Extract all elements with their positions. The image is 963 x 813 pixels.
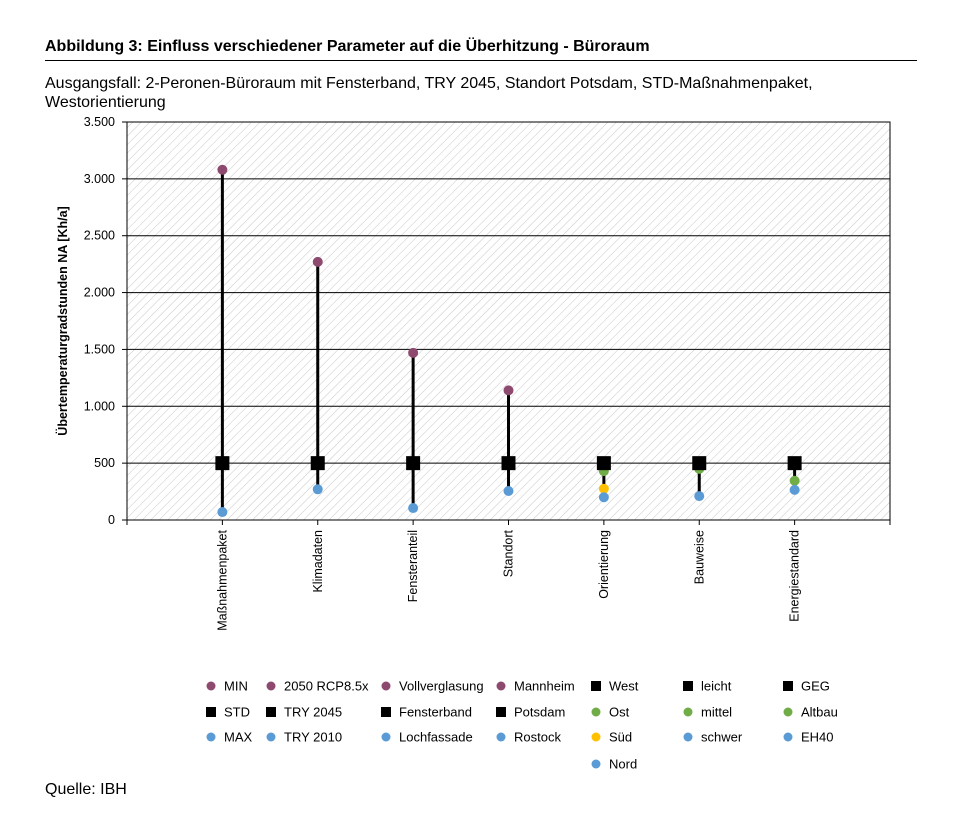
legend-label: MAX	[224, 730, 253, 745]
data-point-circle	[312, 256, 323, 267]
category-label: Klimadaten	[311, 530, 325, 593]
legend-label: Lochfassade	[399, 730, 473, 745]
legend-marker-square	[783, 681, 793, 691]
y-tick-label: 1.000	[84, 399, 115, 413]
y-tick-label: 3.000	[84, 172, 115, 186]
data-point-circle	[598, 483, 609, 494]
legend-marker-square	[266, 707, 276, 717]
figure-heading: Abbildung 3: Einfluss verschiedener Para…	[45, 38, 650, 55]
data-point-square	[787, 456, 802, 471]
legend-label: Mannheim	[514, 679, 575, 694]
source-note: Quelle: IBH	[45, 781, 127, 798]
legend-label: Vollverglasung	[399, 679, 484, 694]
y-tick-label: 1.500	[84, 342, 115, 356]
category-label: Fensteranteil	[406, 530, 420, 602]
legend-marker-circle	[591, 759, 601, 769]
category-label: Bauweise	[692, 530, 706, 584]
category-label: Standort	[502, 529, 516, 577]
legend-marker-circle	[591, 707, 601, 717]
data-point-circle	[312, 484, 323, 495]
legend-marker-square	[381, 707, 391, 717]
data-point-circle	[503, 385, 514, 396]
legend-label: Potsdam	[514, 705, 565, 720]
chart-subtitle: Ausgangsfall: 2-Peronen-Büroraum mit Fen…	[45, 75, 813, 111]
legend-label: mittel	[701, 705, 732, 720]
legend-label: 2050 RCP8.5x	[284, 679, 369, 694]
legend-marker-circle	[783, 732, 793, 742]
legend-marker-circle	[683, 732, 693, 742]
legend-label: Rostock	[514, 730, 561, 745]
legend-label: GEG	[801, 679, 830, 694]
y-tick-label: 0	[108, 513, 115, 527]
legend-marker-square	[206, 707, 216, 717]
legend-marker-circle	[496, 681, 506, 691]
legend-marker-square	[683, 681, 693, 691]
legend-marker-circle	[206, 732, 216, 742]
category-label: Energiestandard	[788, 530, 802, 622]
legend-marker-circle	[783, 707, 793, 717]
y-axis-label: Übertemperaturgradstunden NA [Kh/a]	[55, 206, 70, 435]
legend-label: Ost	[609, 705, 630, 720]
legend-label: MIN	[224, 679, 248, 694]
data-point-circle	[789, 475, 800, 486]
data-point-circle	[598, 492, 609, 503]
data-point-circle	[217, 507, 228, 518]
category-label: Orientierung	[597, 530, 611, 599]
legend-label: Süd	[609, 730, 632, 745]
legend-marker-circle	[381, 732, 391, 742]
legend-label: West	[609, 679, 639, 694]
legend-marker-square	[591, 681, 601, 691]
legend-label: STD	[224, 705, 250, 720]
data-point-square	[406, 456, 421, 471]
data-point-circle	[408, 503, 419, 514]
legend-label: TRY 2045	[284, 705, 342, 720]
heading-divider	[45, 60, 917, 61]
legend-marker-circle	[591, 732, 601, 742]
y-tick-label: 2.000	[84, 286, 115, 300]
data-point-square	[501, 456, 516, 471]
legend-marker-circle	[206, 681, 216, 691]
legend-marker-circle	[381, 681, 391, 691]
legend-marker-circle	[266, 732, 276, 742]
legend-label: leicht	[701, 679, 732, 694]
legend-marker-circle	[496, 732, 506, 742]
y-tick-label: 500	[94, 456, 115, 470]
legend-label: EH40	[801, 730, 834, 745]
data-point-square	[596, 456, 611, 471]
data-point-square	[215, 456, 230, 471]
legend-label: Fensterband	[399, 705, 472, 720]
legend-marker-circle	[683, 707, 693, 717]
legend-label: Nord	[609, 757, 637, 772]
data-point-circle	[789, 484, 800, 495]
legend-marker-circle	[266, 681, 276, 691]
data-point-square	[310, 456, 325, 471]
data-point-circle	[408, 347, 419, 358]
data-point-circle	[694, 491, 705, 502]
category-label: Maßnahmenpaket	[215, 529, 229, 630]
legend-marker-square	[496, 707, 506, 717]
data-point-circle	[217, 164, 228, 175]
legend-label: TRY 2010	[284, 730, 342, 745]
legend-label: schwer	[701, 730, 743, 745]
y-tick-label: 3.500	[84, 115, 115, 129]
y-tick-label: 2.500	[84, 229, 115, 243]
data-point-circle	[503, 486, 514, 497]
data-point-square	[692, 456, 707, 471]
legend-label: Altbau	[801, 705, 838, 720]
